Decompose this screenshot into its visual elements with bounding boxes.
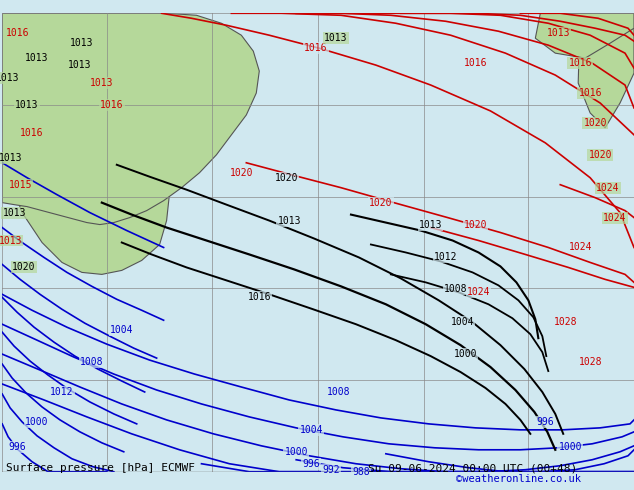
Text: 1013: 1013 — [324, 33, 348, 43]
Polygon shape — [2, 13, 259, 224]
Polygon shape — [2, 13, 634, 472]
Text: Su 09-06-2024 00:00 UTC (00+48): Su 09-06-2024 00:00 UTC (00+48) — [368, 463, 577, 473]
Text: 1028: 1028 — [578, 357, 602, 367]
Text: 1012: 1012 — [50, 387, 74, 397]
Text: 1024: 1024 — [569, 243, 592, 252]
Text: 1016: 1016 — [464, 58, 488, 68]
Text: 996: 996 — [536, 417, 554, 427]
Text: 1020: 1020 — [464, 220, 488, 229]
Text: 1013: 1013 — [3, 208, 26, 218]
Text: 1013: 1013 — [0, 236, 22, 245]
Text: 1016: 1016 — [20, 128, 44, 138]
Text: 1004: 1004 — [110, 325, 134, 335]
Text: 996: 996 — [8, 442, 26, 452]
Text: 1013: 1013 — [25, 53, 49, 63]
Text: 1020: 1020 — [369, 197, 392, 208]
Text: 1013: 1013 — [547, 28, 570, 38]
Text: 1016: 1016 — [5, 28, 29, 38]
Text: 1013: 1013 — [0, 153, 22, 163]
Text: 1013: 1013 — [419, 220, 443, 229]
Text: 1016: 1016 — [569, 58, 592, 68]
Text: 1024: 1024 — [597, 183, 620, 193]
Polygon shape — [2, 13, 170, 274]
Text: 1016: 1016 — [247, 293, 271, 302]
Text: 1008: 1008 — [444, 284, 467, 294]
Text: 1013: 1013 — [70, 38, 94, 48]
Text: ©weatheronline.co.uk: ©weatheronline.co.uk — [456, 474, 581, 484]
Text: 1020: 1020 — [588, 150, 612, 160]
Text: 1004: 1004 — [299, 425, 323, 435]
Text: 1016: 1016 — [304, 43, 328, 53]
Text: 996: 996 — [302, 459, 320, 469]
Text: 1000: 1000 — [285, 447, 308, 457]
Text: 1028: 1028 — [553, 317, 577, 327]
Text: 1016: 1016 — [578, 88, 602, 98]
Text: 1013: 1013 — [68, 60, 92, 70]
Text: 1000: 1000 — [559, 442, 582, 452]
Text: 1016: 1016 — [100, 100, 124, 110]
Text: 1012: 1012 — [434, 252, 457, 263]
Text: 1020: 1020 — [230, 168, 253, 178]
Text: 1015: 1015 — [8, 180, 32, 190]
Text: 992: 992 — [322, 465, 340, 475]
Text: 1000: 1000 — [454, 349, 477, 359]
Text: 1020: 1020 — [583, 118, 607, 128]
Text: Surface pressure [hPa] ECMWF: Surface pressure [hPa] ECMWF — [6, 463, 195, 473]
Text: 1020: 1020 — [275, 172, 298, 183]
Text: 1020: 1020 — [12, 263, 36, 272]
Polygon shape — [578, 13, 634, 128]
Text: 1024: 1024 — [467, 287, 490, 297]
Text: 1013: 1013 — [0, 73, 19, 83]
Text: 1013: 1013 — [15, 100, 39, 110]
Text: 988: 988 — [352, 466, 370, 477]
Text: 1024: 1024 — [604, 213, 627, 222]
Text: 1008: 1008 — [80, 357, 103, 367]
Polygon shape — [535, 13, 634, 58]
Text: 1000: 1000 — [25, 417, 49, 427]
Text: 1004: 1004 — [451, 317, 474, 327]
Text: 1008: 1008 — [327, 387, 351, 397]
Text: 1013: 1013 — [278, 216, 301, 225]
Text: 1013: 1013 — [90, 78, 113, 88]
